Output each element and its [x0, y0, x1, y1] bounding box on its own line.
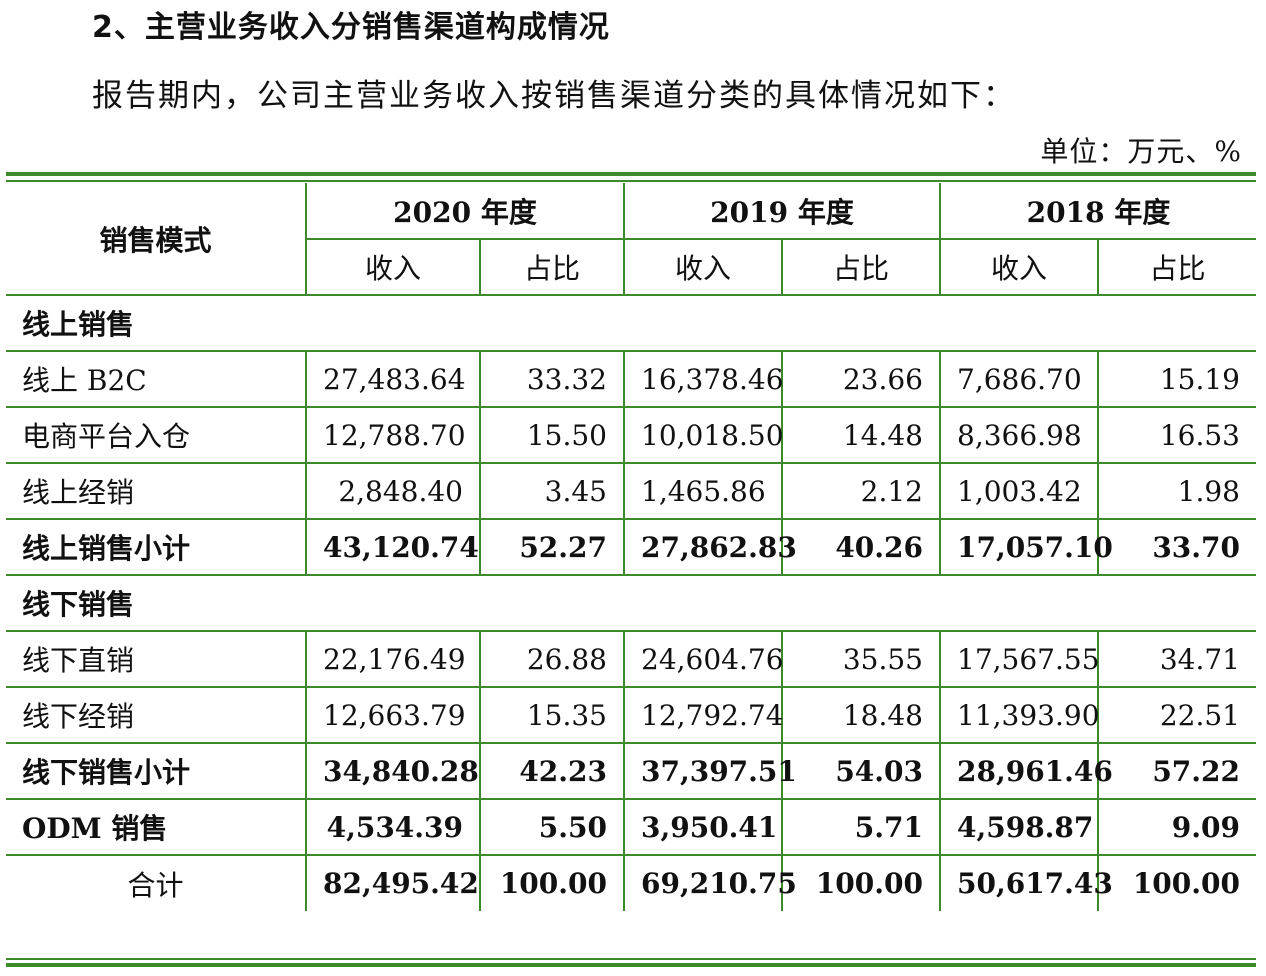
cell-value: 22,176.49: [305, 630, 481, 688]
row-label: 线下直销: [6, 630, 307, 688]
cell-value: 4,598.87: [939, 798, 1099, 856]
cell-value: 5.71: [781, 798, 941, 856]
table-top-rule-thin: [6, 180, 1256, 182]
table-row: 线下直销 22,176.49 26.88 24,604.76 35.55 17,…: [6, 630, 1256, 688]
section-row-offline: 线下销售: [6, 574, 1256, 632]
unit-label: 单位：万元、%: [1040, 135, 1242, 168]
cell-value: 69,210.75: [623, 854, 797, 911]
sub-header-revenue: 收入: [306, 238, 481, 296]
cell-value: 7,686.70: [939, 350, 1099, 408]
cell-value: 22.51: [1097, 686, 1256, 744]
sub-header-revenue: 收入: [939, 238, 1099, 296]
cell-value: 100.00: [1097, 854, 1256, 911]
cell-value: 16.53: [1097, 406, 1256, 464]
cell-value: 12,792.74: [623, 686, 784, 744]
row-label: 合计: [6, 854, 307, 911]
cell-value: 17,057.10: [939, 518, 1113, 576]
cell-value: 50,617.43: [939, 854, 1113, 911]
cell-value: 24,604.76: [623, 630, 784, 688]
cell-value: 17,567.55: [939, 630, 1100, 688]
sub-header-share: 占比: [1097, 238, 1256, 296]
cell-value: 57.22: [1097, 742, 1256, 800]
cell-value: 23.66: [781, 350, 941, 408]
cell-value: 26.88: [479, 630, 625, 688]
year-header-2019: 2019 年度: [623, 183, 941, 240]
row-label: 电商平台入仓: [6, 406, 307, 464]
section-label-offline: 线下销售: [6, 574, 306, 632]
cell-value: 42.23: [479, 742, 625, 800]
total-row: 合计 82,495.42 100.00 69,210.75 100.00 50,…: [6, 854, 1256, 911]
cell-value: 5.50: [479, 798, 625, 856]
section-row-online: 线上销售: [6, 294, 1256, 352]
table-row: 线下经销 12,663.79 15.35 12,792.74 18.48 11,…: [6, 686, 1256, 744]
sales-channel-table: 销售模式 2020 年度 2019 年度 2018 年度 收入 占比 收入 占比…: [6, 183, 1256, 911]
sub-header-share: 占比: [781, 238, 941, 296]
row-label: ODM 销售: [6, 798, 307, 856]
section-blank: [306, 294, 1256, 352]
cell-value: 27,483.64: [305, 350, 481, 408]
cell-value: 16,378.46: [623, 350, 784, 408]
cell-value: 34.71: [1097, 630, 1256, 688]
row-label: 线下经销: [6, 686, 307, 744]
cell-value: 33.70: [1097, 518, 1256, 576]
cell-value: 52.27: [479, 518, 625, 576]
cell-value: 1,465.86: [623, 462, 783, 520]
section-label-online: 线上销售: [6, 294, 306, 352]
cell-value: 34,840.28: [305, 742, 481, 800]
cell-value: 82,495.42: [305, 854, 481, 911]
cell-value: 3,950.41: [623, 798, 783, 856]
cell-value: 14.48: [781, 406, 941, 464]
cell-value: 18.48: [781, 686, 941, 744]
cell-value: 27,862.83: [623, 518, 797, 576]
mode-header: 销售模式: [6, 183, 307, 296]
intro-paragraph: 报告期内，公司主营业务收入按销售渠道分类的具体情况如下：: [92, 78, 1016, 114]
header-row-years: 销售模式 2020 年度 2019 年度 2018 年度: [6, 183, 1256, 296]
cell-value: 1,003.42: [939, 462, 1099, 520]
header-row-sub: 收入 占比 收入 占比 收入 占比: [6, 238, 1256, 296]
cell-value: 4,534.39: [305, 798, 481, 856]
year-header-2018: 2018 年度: [939, 183, 1256, 240]
year-header-2020: 2020 年度: [305, 183, 625, 240]
cell-value: 100.00: [781, 854, 941, 911]
table-bottom-rule: [6, 963, 1256, 967]
table-row: 线上 B2C 27,483.64 33.32 16,378.46 23.66 7…: [6, 350, 1256, 408]
cell-value: 3.45: [479, 462, 625, 520]
subtotal-row-online: 线上销售小计 43,120.74 52.27 27,862.83 40.26 1…: [6, 518, 1256, 576]
cell-value: 15.50: [479, 406, 625, 464]
row-label: 线上 B2C: [6, 350, 307, 408]
cell-value: 15.35: [479, 686, 625, 744]
sub-header-share: 占比: [479, 238, 625, 296]
table-top-rule: [6, 172, 1256, 176]
row-label: 线下销售小计: [6, 742, 307, 800]
table-row: 电商平台入仓 12,788.70 15.50 10,018.50 14.48 8…: [6, 406, 1256, 464]
cell-value: 43,120.74: [305, 518, 481, 576]
cell-value: 100.00: [479, 854, 625, 911]
subtotal-row-offline: 线下销售小计 34,840.28 42.23 37,397.51 54.03 2…: [6, 742, 1256, 800]
cell-value: 54.03: [781, 742, 941, 800]
cell-value: 33.32: [479, 350, 625, 408]
odm-row: ODM 销售 4,534.39 5.50 3,950.41 5.71 4,598…: [6, 798, 1256, 856]
cell-value: 9.09: [1097, 798, 1256, 856]
cell-value: 35.55: [781, 630, 941, 688]
cell-value: 11,393.90: [939, 686, 1100, 744]
cell-value: 28,961.46: [939, 742, 1113, 800]
row-label: 线上经销: [6, 462, 307, 520]
sub-header-revenue: 收入: [623, 238, 783, 296]
cell-value: 2,848.40: [305, 462, 481, 520]
cell-value: 15.19: [1097, 350, 1256, 408]
row-label: 线上销售小计: [6, 518, 307, 576]
section-blank: [306, 574, 1256, 632]
cell-value: 8,366.98: [939, 406, 1099, 464]
cell-value: 40.26: [781, 518, 941, 576]
section-heading: 2、主营业务收入分销售渠道构成情况: [92, 10, 610, 45]
cell-value: 2.12: [781, 462, 941, 520]
table-bottom-rule-thin: [6, 958, 1256, 960]
cell-value: 12,788.70: [305, 406, 481, 464]
cell-value: 37,397.51: [623, 742, 797, 800]
cell-value: 1.98: [1097, 462, 1256, 520]
cell-value: 12,663.79: [305, 686, 481, 744]
cell-value: 10,018.50: [623, 406, 784, 464]
table-row: 线上经销 2,848.40 3.45 1,465.86 2.12 1,003.4…: [6, 462, 1256, 520]
